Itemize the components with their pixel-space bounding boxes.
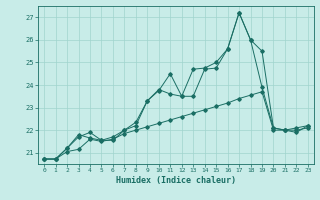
X-axis label: Humidex (Indice chaleur): Humidex (Indice chaleur)	[116, 176, 236, 185]
